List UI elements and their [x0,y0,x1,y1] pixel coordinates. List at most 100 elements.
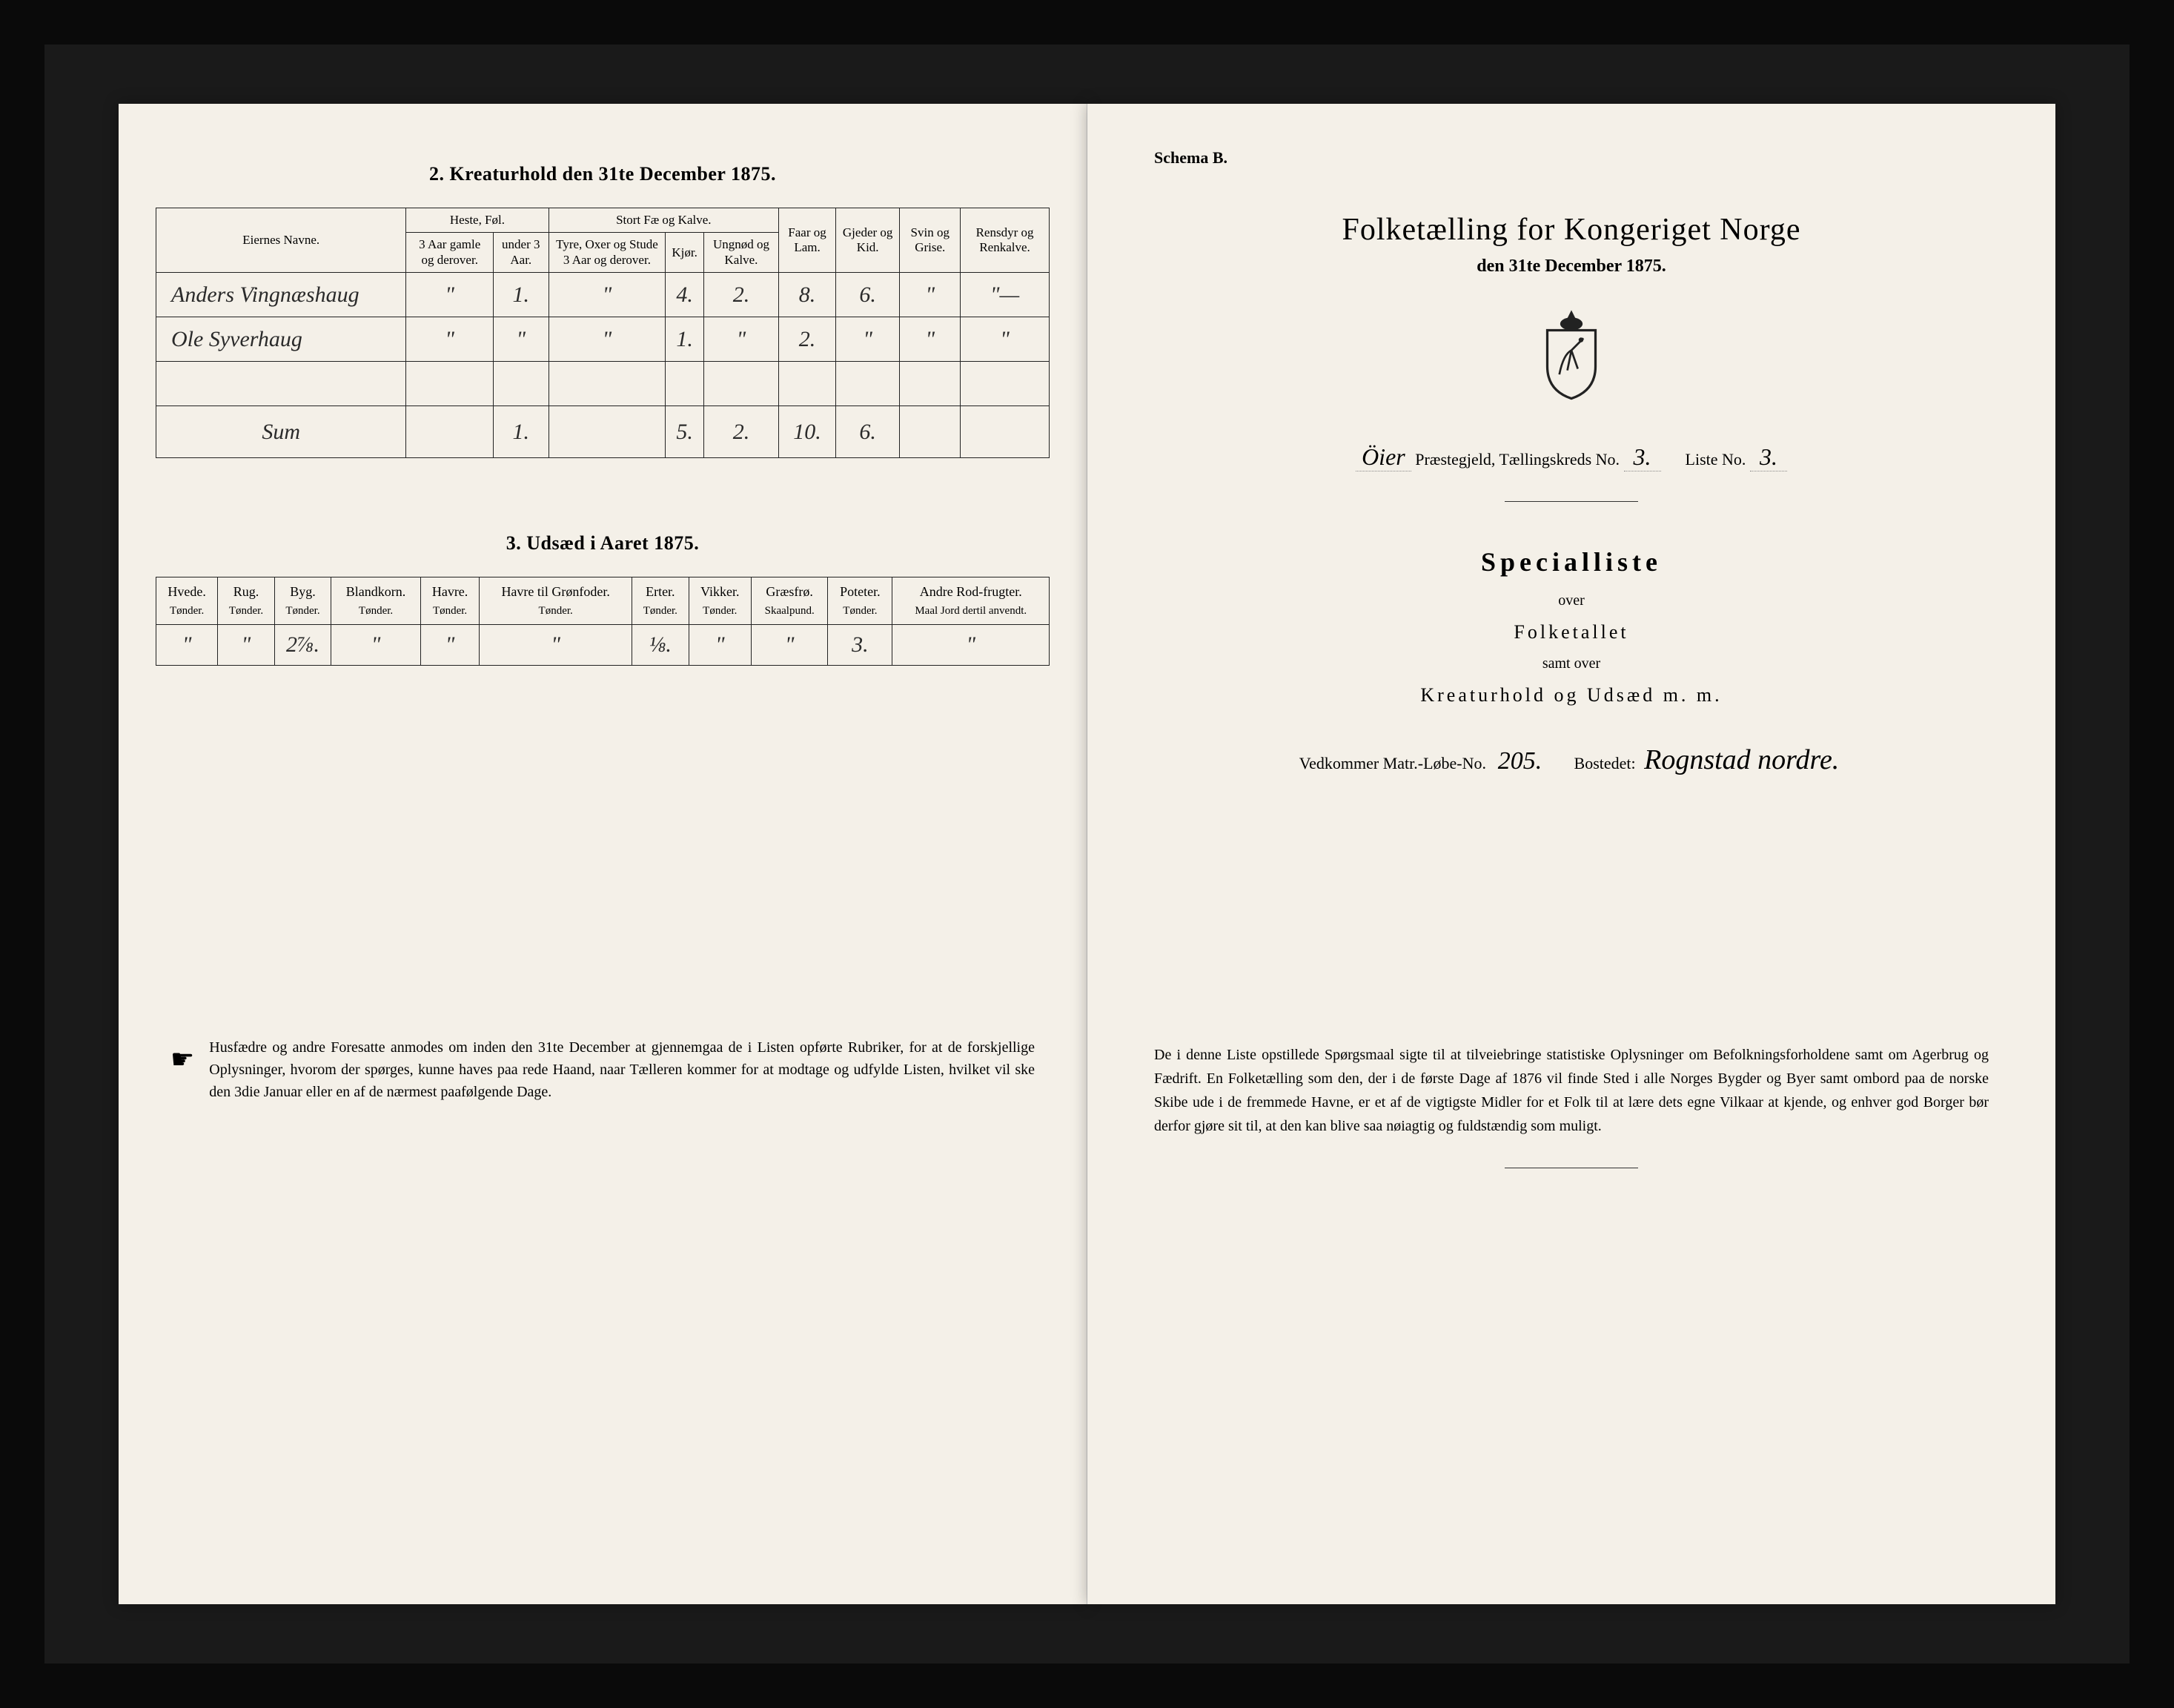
cell [961,406,1050,458]
col-oats: Havre.Tønder. [420,577,479,625]
cell: 2⅞. [274,625,331,666]
left-page: 2. Kreaturhold den 31te December 1875. E… [119,104,1087,1604]
cell: 2. [703,406,778,458]
col-root: Andre Rod-frugter.Maal Jord dertil anven… [892,577,1050,625]
district-line: Öier Præstegjeld, Tællingskreds No. 3. L… [1124,443,2018,471]
main-title: Folketælling for Kongeriget Norge [1124,212,2018,248]
matr-no: 205. [1491,747,1550,775]
cell: " [703,317,778,362]
col-bull: Tyre, Oxer og Stude 3 Aar og derover. [549,233,666,273]
cell: 1. [666,317,703,362]
kreaturhold-line: Kreaturhold og Udsæd m. m. [1124,684,2018,706]
col-sheep: Faar og Lam. [779,208,836,273]
parish-name: Öier [1356,443,1411,471]
cell: 5. [666,406,703,458]
col-cow: Kjør. [666,233,703,273]
bosted-name: Rognstad nordre. [1640,744,1843,776]
list-no: 3. [1750,443,1787,471]
cell: " [835,317,899,362]
col-barley: Byg.Tønder. [274,577,331,625]
col-potato: Poteter.Tønder. [828,577,892,625]
col-owner-names: Eiernes Navne. [156,208,406,273]
table-row-empty [156,362,1050,406]
col-pigs: Svin og Grise. [900,208,961,273]
cell: " [752,625,828,666]
cell: 4. [666,273,703,317]
cell: " [900,317,961,362]
cell: 3. [828,625,892,666]
col-horse-under3: under 3 Aar. [494,233,549,273]
col-reindeer: Rensdyr og Renkalve. [961,208,1050,273]
col-goats: Gjeder og Kid. [835,208,899,273]
cell: " [406,273,494,317]
col-vetch: Vikker.Tønder. [689,577,751,625]
pointing-hand-icon: ☛ [170,1039,194,1103]
over-label: over [1124,592,2018,609]
sum-label: Sum [156,406,406,458]
circle-no: 3. [1624,443,1661,471]
cell: 2. [779,317,836,362]
schema-label: Schema B. [1154,148,2018,168]
cell: " [156,625,218,666]
cell: ⅛. [632,625,689,666]
col-grass: Græsfrø.Skaalpund. [752,577,828,625]
cell: 10. [779,406,836,458]
cell: " [218,625,274,666]
col-mixed: Blandkorn.Tønder. [331,577,421,625]
cell: " [494,317,549,362]
cell [549,406,666,458]
list-label: Liste No. [1686,450,1750,469]
table-row: Ole Syverhaug " " " 1. " 2. " " " [156,317,1050,362]
footnote-text: Husfædre og andre Foresatte anmodes om i… [209,1036,1035,1103]
cell: " [406,317,494,362]
section2-title: 2. Kreaturhold den 31te December 1875. [156,163,1050,185]
livestock-table: Eiernes Navne. Heste, Føl. Stort Fæ og K… [156,208,1050,458]
cell: " [480,625,632,666]
cell: 8. [779,273,836,317]
table-row-sum: Sum 1. 5. 2. 10. 6. [156,406,1050,458]
explanatory-text: De i denne Liste opstillede Spørgsmaal s… [1124,1043,2018,1138]
table-row: " " 2⅞. " " " ⅛. " " 3. " [156,625,1050,666]
matr-line: Vedkommer Matr.-Løbe-No. 205. Bostedet: … [1124,744,2018,776]
cell [406,406,494,458]
cell: " [420,625,479,666]
col-peas: Erter.Tønder. [632,577,689,625]
cell: " [331,625,421,666]
col-greenoats: Havre til Grønfoder.Tønder. [480,577,632,625]
cell: 6. [835,273,899,317]
cell: 6. [835,406,899,458]
table-row: Anders Vingnæshaug " 1. " 4. 2. 8. 6. " … [156,273,1050,317]
cell: " [892,625,1050,666]
col-wheat: Hvede.Tønder. [156,577,218,625]
cell: " [689,625,751,666]
seed-table: Hvede.Tønder. Rug.Tønder. Byg.Tønder. Bl… [156,577,1050,666]
bosted-label: Bostedet: [1574,754,1640,772]
cell: " [900,273,961,317]
owner-name: Anders Vingnæshaug [156,273,406,317]
footnote-block: ☛ Husfædre og andre Foresatte anmodes om… [156,1036,1050,1103]
right-page: Schema B. Folketælling for Kongeriget No… [1087,104,2055,1604]
cell [900,406,961,458]
cell: "— [961,273,1050,317]
cell: 2. [703,273,778,317]
district-label: Præstegjeld, Tællingskreds No. [1415,450,1623,469]
matr-label: Vedkommer Matr.-Løbe-No. [1299,754,1491,772]
owner-name: Ole Syverhaug [156,317,406,362]
section3-title: 3. Udsæd i Aaret 1875. [156,532,1050,555]
coat-of-arms-icon [1124,306,2018,406]
colgroup-horses: Heste, Føl. [406,208,549,233]
cell: " [961,317,1050,362]
cell: 1. [494,406,549,458]
cell: " [549,317,666,362]
col-horse-3plus: 3 Aar gamle og derover. [406,233,494,273]
scan-frame: 2. Kreaturhold den 31te December 1875. E… [44,44,2130,1664]
folketallet: Folketallet [1124,621,2018,643]
special-title: Specialliste [1124,546,2018,577]
main-subtitle: den 31te December 1875. [1124,256,2018,277]
col-rye: Rug.Tønder. [218,577,274,625]
cell: 1. [494,273,549,317]
divider [1505,501,1638,502]
col-calf: Ungnød og Kalve. [703,233,778,273]
colgroup-cattle: Stort Fæ og Kalve. [549,208,779,233]
cell: " [549,273,666,317]
